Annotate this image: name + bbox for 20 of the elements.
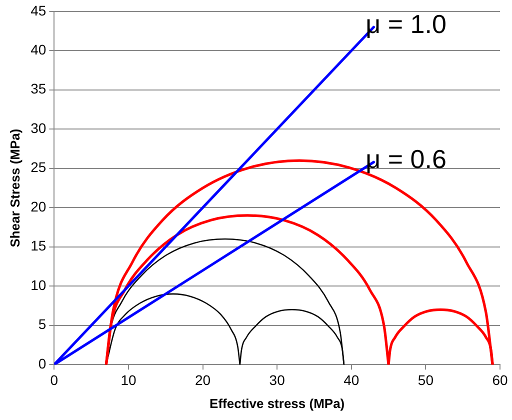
x-tick-label: 30 <box>269 372 286 388</box>
x-tick-label: 60 <box>492 372 508 388</box>
series-label: μ = 1.0 <box>366 9 446 40</box>
y-tick-label: 30 <box>30 120 46 136</box>
y-tick-label: 20 <box>30 198 46 214</box>
y-axis-title: Shear Stress (MPa) <box>7 128 22 248</box>
x-axis-title: Effective stress (MPa) <box>210 396 345 411</box>
y-tick-label: 25 <box>30 159 46 176</box>
y-tick-label: 15 <box>30 238 46 254</box>
y-tick-label: 10 <box>30 276 46 293</box>
x-tick-label: 0 <box>50 372 58 388</box>
x-tick-label: 20 <box>194 372 211 388</box>
x-tick-label: 50 <box>418 372 434 388</box>
y-tick-label: 35 <box>30 80 46 97</box>
y-tick-label: 40 <box>30 42 46 58</box>
x-tick-label: 10 <box>120 372 136 388</box>
x-tick-label: 40 <box>344 372 360 388</box>
y-tick-label: 0 <box>38 355 46 372</box>
y-tick-label: 5 <box>38 316 46 332</box>
y-tick-label: 45 <box>30 2 46 18</box>
